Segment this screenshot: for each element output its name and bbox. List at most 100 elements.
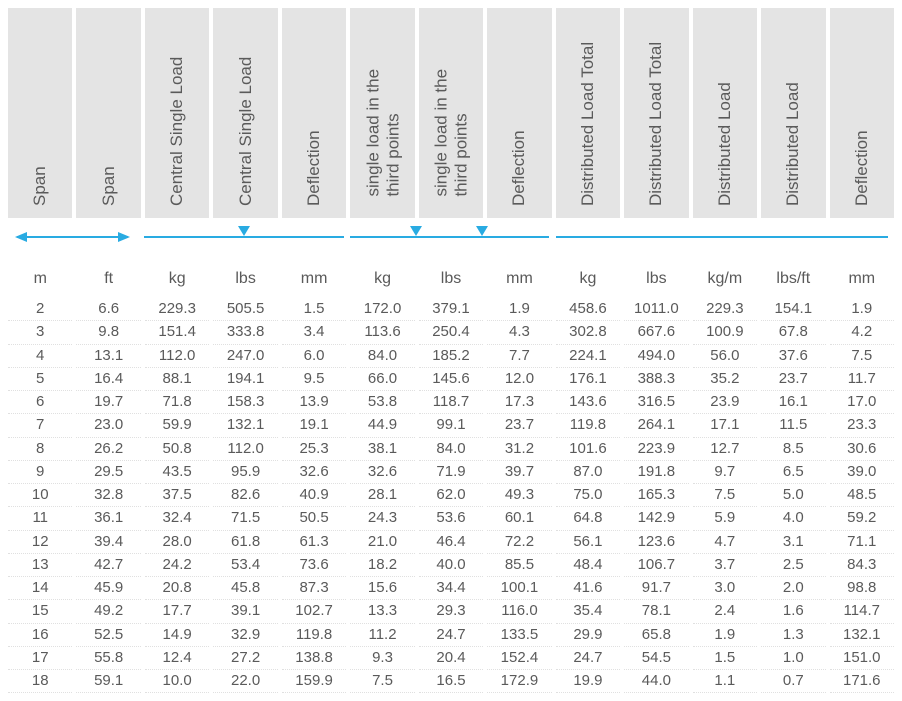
table-cell: 18 [8, 670, 72, 693]
table-cell: 6.6 [76, 298, 140, 321]
table-cell: 100.1 [487, 577, 551, 600]
table-cell: 3.0 [693, 577, 757, 600]
table-cell: 88.1 [145, 368, 209, 391]
table-cell: 91.7 [624, 577, 688, 600]
table-cell: 152.4 [487, 647, 551, 670]
table-cell: 118.7 [419, 391, 483, 414]
table-cell: 2.5 [761, 554, 825, 577]
table-cell: 4.2 [830, 321, 894, 344]
table-cell: 71.1 [830, 531, 894, 554]
table-cell: 32.6 [350, 461, 414, 484]
table-cell: 9.5 [282, 368, 346, 391]
column-header: Deflection [487, 8, 551, 218]
table-cell: 17.1 [693, 414, 757, 437]
table-cell: 98.8 [830, 577, 894, 600]
table-cell: 82.6 [213, 484, 277, 507]
column-header: Central Single Load [145, 8, 209, 218]
table-cell: 23.7 [761, 368, 825, 391]
unit-label: kg [556, 252, 620, 298]
table-cell: 41.6 [556, 577, 620, 600]
table-cell: 505.5 [213, 298, 277, 321]
column-header: Deflection [282, 8, 346, 218]
table-cell: 71.8 [145, 391, 209, 414]
table-cell: 0.7 [761, 670, 825, 693]
table-cell: 50.8 [145, 438, 209, 461]
table-cell: 264.1 [624, 414, 688, 437]
table-cell: 13 [8, 554, 72, 577]
table-cell: 302.8 [556, 321, 620, 344]
table-cell: 23.9 [693, 391, 757, 414]
table-cell: 24.3 [350, 507, 414, 530]
column-header: Distributed Load [693, 8, 757, 218]
table-cell: 13.3 [350, 600, 414, 623]
table-cell: 24.7 [556, 647, 620, 670]
table-cell: 10.0 [145, 670, 209, 693]
table-cell: 37.5 [145, 484, 209, 507]
table-cell: 53.6 [419, 507, 483, 530]
table-cell: 37.6 [761, 345, 825, 368]
table-cell: 24.7 [419, 624, 483, 647]
unit-label: lbs/ft [761, 252, 825, 298]
table-cell: 7.5 [350, 670, 414, 693]
table-cell: 59.2 [830, 507, 894, 530]
table-cell: 35.2 [693, 368, 757, 391]
table-cell: 1.9 [693, 624, 757, 647]
table-cell: 185.2 [419, 345, 483, 368]
table-cell: 23.0 [76, 414, 140, 437]
table-cell: 112.0 [213, 438, 277, 461]
table-cell: 24.2 [145, 554, 209, 577]
table-cell: 84.0 [419, 438, 483, 461]
table-cell: 17 [8, 647, 72, 670]
table-cell: 119.8 [282, 624, 346, 647]
column-header-label: Span [99, 186, 119, 206]
table-cell: 61.8 [213, 531, 277, 554]
table-cell: 11 [8, 507, 72, 530]
column-header-label: Deflection [304, 186, 324, 206]
table-cell: 224.1 [556, 345, 620, 368]
table-cell: 6.0 [282, 345, 346, 368]
table-cell: 14 [8, 577, 72, 600]
table-cell: 16.4 [76, 368, 140, 391]
table-cell: 9.8 [76, 321, 140, 344]
table-cell: 61.3 [282, 531, 346, 554]
table-cell: 29.5 [76, 461, 140, 484]
table-cell: 14.9 [145, 624, 209, 647]
table-cell: 101.6 [556, 438, 620, 461]
table-cell: 43.5 [145, 461, 209, 484]
table-cell: 26.2 [76, 438, 140, 461]
column-header-label: Distributed Load [715, 186, 735, 206]
table-cell: 21.0 [350, 531, 414, 554]
unit-label: m [8, 252, 72, 298]
table-cell: 40.9 [282, 484, 346, 507]
table-cell: 49.2 [76, 600, 140, 623]
table-cell: 1.9 [830, 298, 894, 321]
table-cell: 39.7 [487, 461, 551, 484]
table-cell: 17.0 [830, 391, 894, 414]
column-header-label: single load in thethird points [431, 176, 470, 196]
unit-label: ft [76, 252, 140, 298]
load-data-table: SpanSpanCentral Single LoadCentral Singl… [8, 8, 894, 693]
column-header-label: Deflection [852, 186, 872, 206]
column-header: Distributed Load Total [556, 8, 620, 218]
table-cell: 62.0 [419, 484, 483, 507]
table-cell: 16.5 [419, 670, 483, 693]
table-cell: 25.3 [282, 438, 346, 461]
table-cell: 87.0 [556, 461, 620, 484]
table-cell: 32.4 [145, 507, 209, 530]
table-cell: 49.3 [487, 484, 551, 507]
table-cell: 85.5 [487, 554, 551, 577]
unit-label: kg [350, 252, 414, 298]
table-cell: 151.4 [145, 321, 209, 344]
table-cell: 54.5 [624, 647, 688, 670]
table-cell: 18.2 [350, 554, 414, 577]
table-cell: 229.3 [693, 298, 757, 321]
table-cell: 72.2 [487, 531, 551, 554]
table-cell: 145.6 [419, 368, 483, 391]
table-cell: 388.3 [624, 368, 688, 391]
table-cell: 84.0 [350, 345, 414, 368]
table-cell: 27.2 [213, 647, 277, 670]
table-cell: 17.3 [487, 391, 551, 414]
table-cell: 2 [8, 298, 72, 321]
table-cell: 8 [8, 438, 72, 461]
unit-label: lbs [624, 252, 688, 298]
